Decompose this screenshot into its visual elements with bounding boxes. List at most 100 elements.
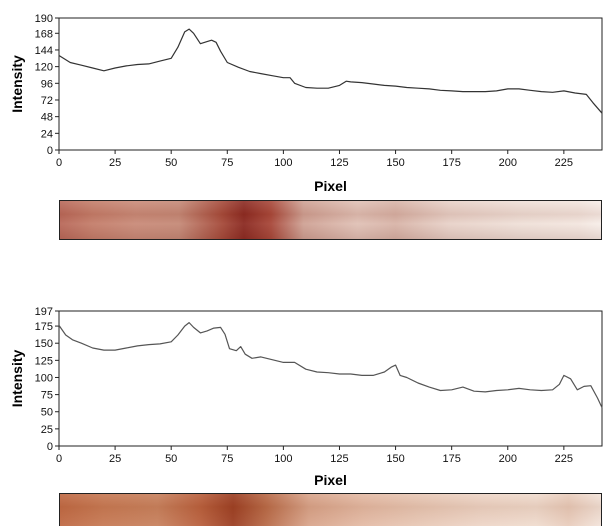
y-tick-label: 168 [35,28,53,40]
data-point [126,65,127,66]
x-axis-title: Pixel [314,178,347,194]
x-tick-label: 0 [56,157,62,169]
data-point [283,77,284,78]
data-point [207,330,208,331]
gel-lane-image-top [59,200,602,240]
data-point [586,94,587,95]
y-tick-label: 72 [41,95,53,107]
x-tick-label: 100 [274,453,292,465]
data-point [559,384,560,385]
y-tick-label: 120 [35,62,53,74]
data-point [189,322,190,323]
data-point [462,387,463,388]
data-point [361,82,362,83]
data-point [200,43,201,44]
data-point [189,29,190,30]
data-point [171,58,172,59]
plot-frame [58,310,603,447]
data-point [563,90,564,91]
data-point [451,90,452,91]
data-point [305,369,306,370]
data-point [81,65,82,66]
x-tick-label: 50 [165,157,177,169]
data-point [541,91,542,92]
data-point [429,88,430,89]
y-axis-title: Intensity [9,350,25,408]
data-point [227,62,228,63]
y-axis-title: Intensity [9,55,25,113]
data-point [350,373,351,374]
data-point [58,55,59,56]
data-point [184,326,185,327]
data-point [518,388,519,389]
x-tick-label: 125 [330,453,348,465]
x-tick-label: 225 [555,157,573,169]
data-point [507,88,508,89]
data-point [552,389,553,390]
data-point [518,88,519,89]
data-point [577,389,578,390]
data-point [240,346,241,347]
data-point [213,328,214,329]
data-point [290,77,291,78]
data-point [440,390,441,391]
data-point [148,63,149,64]
data-point [260,73,261,74]
x-tick-label: 25 [109,157,121,169]
x-tick-label: 200 [499,453,517,465]
data-point [115,67,116,68]
data-point [485,391,486,392]
data-point [530,90,531,91]
y-tick-label: 0 [47,441,53,453]
data-point [294,362,295,363]
x-tick-label: 75 [221,453,233,465]
data-point [570,378,571,379]
intensity-line [58,322,603,408]
data-point [485,91,486,92]
data-point [81,343,82,344]
data-point [384,371,385,372]
intensity-line [58,28,603,114]
data-point [251,358,252,359]
data-point [245,354,246,355]
data-point [563,375,564,376]
data-point [346,81,347,82]
data-point [592,102,593,103]
data-point [92,67,93,68]
data-point [103,70,104,71]
gel-lane-image-bottom [59,493,602,526]
y-tick-label: 190 [35,13,53,25]
data-point [272,75,273,76]
data-point [220,327,221,328]
data-point [590,385,591,386]
y-tick-label: 175 [35,321,53,333]
intensity-chart-top: 0 24 48 72 96 120 144 168 190 0 25 50 75 100 125 150 175… [9,13,603,194]
x-tick-label: 175 [442,157,460,169]
data-point [474,391,475,392]
data-point [159,61,160,62]
data-point [575,92,576,93]
data-point [361,375,362,376]
data-point [552,92,553,93]
x-tick-label: 25 [109,453,121,465]
data-point [597,397,598,398]
data-point [294,83,295,84]
y-tick-label: 75 [41,390,53,402]
y-tick-label: 48 [41,112,53,124]
x-tick-label: 50 [165,453,177,465]
y-tick-label: 50 [41,407,53,419]
data-point [328,372,329,373]
plot-frame [58,17,603,151]
data-point [283,362,284,363]
y-tick-label: 125 [35,355,53,367]
data-point [177,47,178,48]
data-point [224,334,225,335]
data-point [137,64,138,65]
data-point [384,85,385,86]
data-point [260,356,261,357]
data-point [406,87,407,88]
x-tick-label: 100 [274,157,292,169]
data-point [70,62,71,63]
data-point [238,67,239,68]
data-point [429,387,430,388]
